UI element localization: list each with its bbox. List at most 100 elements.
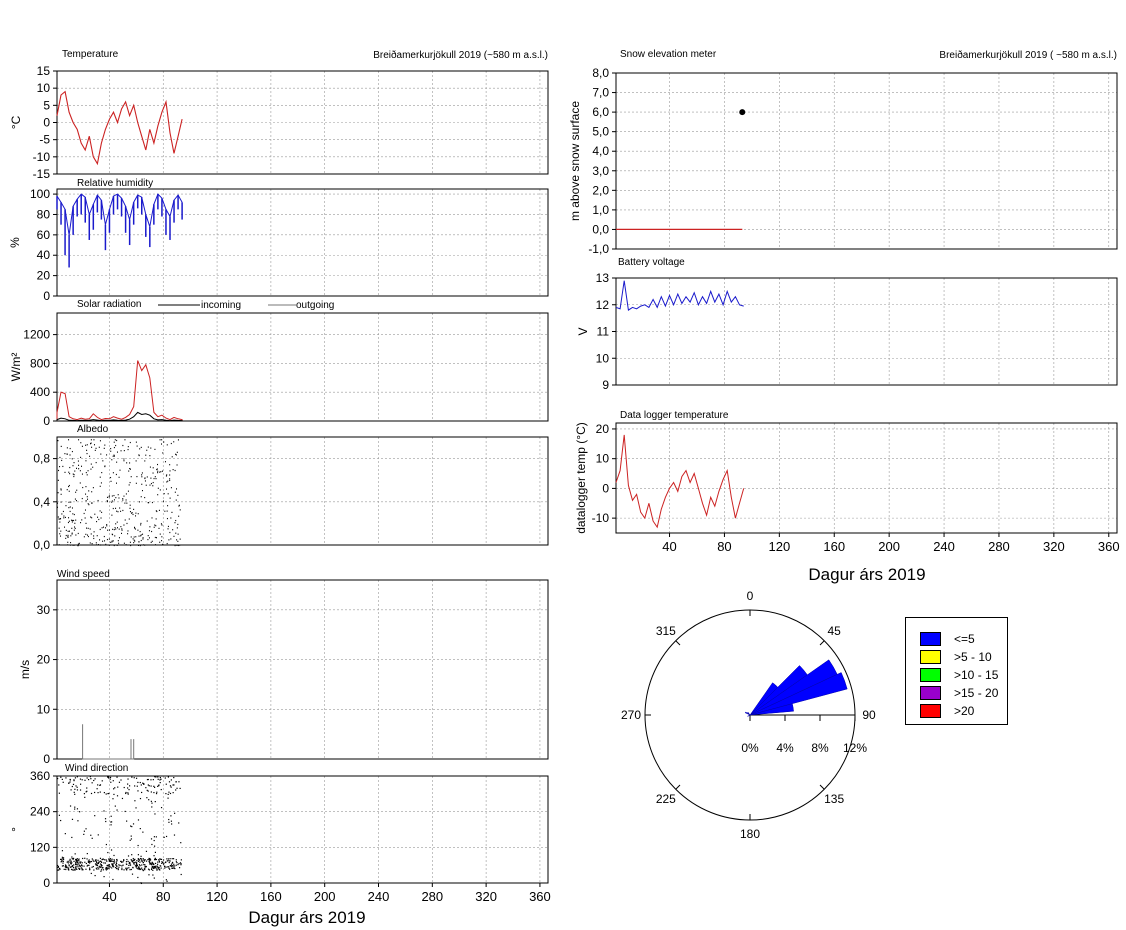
wind-direction-point [169,868,171,870]
wind-direction-point [152,867,155,869]
wind-direction-point [151,865,153,868]
wind_speed-y-tick-label: 20 [37,653,51,667]
wind-direction-point [127,783,129,785]
albedo-point [74,498,76,500]
logger-x-tick-label: 160 [823,539,845,554]
albedo-point [129,541,131,543]
albedo-point [177,523,179,526]
wind-direction-point [110,781,112,783]
wind-direction-point [134,865,137,867]
wind-direction-point [121,865,123,867]
albedo-point [124,439,126,441]
albedo-point [111,501,113,503]
humidity-y-tick-label: 60 [37,228,51,242]
wind-direction-point [161,861,164,864]
albedo-point [159,439,161,441]
albedo-point [130,536,132,538]
albedo-point [151,530,153,533]
wind_speed-frame [56,579,549,760]
albedo-point [127,446,129,448]
wind-direction-point [71,856,73,858]
wind-direction-point [115,862,118,865]
wind-direction-point [151,862,153,864]
albedo-point [121,532,123,534]
wind-direction-point [68,867,70,869]
wind-direction-point [61,860,63,862]
solar-title: Solar radiation [77,299,141,310]
albedo-point [68,520,70,522]
wind-direction-point [154,858,157,861]
albedo-point [157,472,159,474]
albedo-point [106,525,108,527]
wind-direction-point [107,851,109,854]
wind-direction-point [150,785,152,787]
albedo-point [61,459,63,462]
battery-title: Battery voltage [618,257,685,268]
albedo-point [160,471,162,473]
albedo-point [57,492,59,494]
wind-direction-point [104,859,106,861]
wind-direction-point [168,818,170,821]
wind-direction-point [81,862,83,864]
wind-direction-point [133,861,135,864]
battery-y-label: V [576,327,590,335]
albedo-point [129,507,131,509]
wind-direction-point [138,859,141,861]
wind-direction-point [106,860,108,862]
wind-direction-point [97,792,99,794]
wind-direction-point [116,866,118,868]
wind-direction-point [111,867,113,869]
albedo-point [106,538,108,541]
wind-direction-point [115,866,117,869]
albedo-point [87,470,89,472]
wind-direction-point [175,861,177,863]
wind-direction-point [147,859,149,861]
wind-direction-point [133,859,136,861]
wind-direction-point [125,791,127,794]
albedo-point [144,496,146,499]
wind-direction-point [81,865,83,867]
albedo-point [141,490,143,492]
albedo-point [140,534,142,536]
wind-direction-point [72,857,75,859]
snow-panel: -1,0 0,0 1,0 2,0 3,0 4,0 5,0 6,0 7,0 8,0 Snow elev… [568,49,1118,256]
wind-direction-point [100,865,102,867]
albedo-point [129,504,131,506]
wind-direction-point [172,867,174,869]
albedo-point [159,489,161,491]
wind-direction-point [180,864,182,866]
wind-direction-point [121,861,123,864]
temperature-y-tick-label: -5 [39,133,50,147]
albedo-point [116,527,118,529]
albedo-point [59,466,61,468]
wind-direction-point [85,791,87,793]
albedo-point [134,528,136,530]
wind-direction-point [174,867,176,870]
wind-direction-point [75,858,78,861]
wind-direction-point [149,858,151,860]
albedo-point [91,491,93,493]
wind-direction-point [155,865,157,867]
wind-direction-point [136,860,138,862]
albedo-point [103,526,105,528]
albedo-point [141,474,143,476]
albedo-point [129,441,131,444]
wind-direction-point [109,778,111,780]
wind-direction-point [168,791,170,793]
wind-direction-point [58,814,61,816]
albedo-point [101,511,103,513]
wind_speed-y-label: m/s [18,660,32,679]
wind-direction-point [169,860,171,862]
albedo-point [129,468,131,470]
wind-direction-point [62,781,64,783]
albedo-point [80,442,82,444]
albedo-point [122,509,124,512]
albedo-point [141,483,143,485]
albedo-point [175,454,177,456]
logger-x-tick-label: 80 [717,539,731,554]
wind-direction-point [61,778,63,780]
wind-direction-point [105,793,107,795]
wind-direction-point [77,866,79,868]
battery-y-tick-label: 10 [596,351,610,365]
wind-direction-point [140,882,143,885]
